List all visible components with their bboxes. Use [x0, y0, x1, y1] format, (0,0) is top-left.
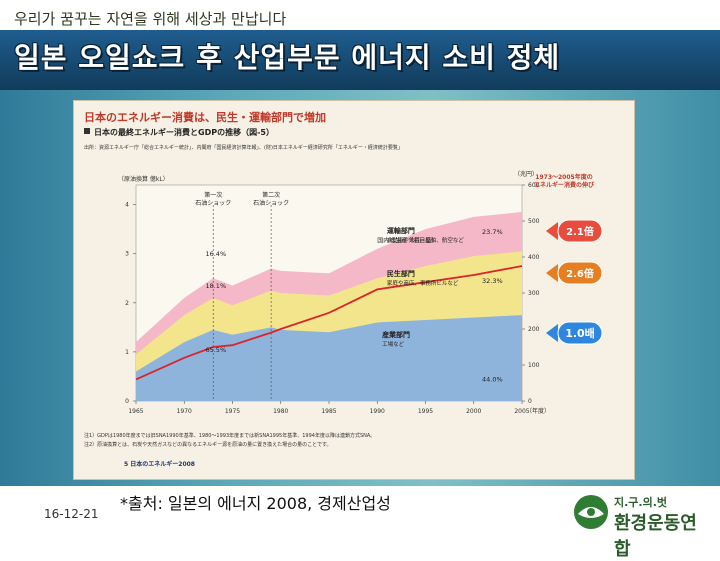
- x-tick-label: 2005: [514, 408, 529, 415]
- oil-shock-label-2: 石油ショック: [253, 199, 289, 207]
- y-left-tick-label: 4: [125, 202, 129, 209]
- growth-badge: [557, 321, 603, 345]
- y-right-label: （兆円）: [514, 170, 538, 178]
- pct-1973-label: 16.4%: [205, 250, 226, 258]
- growth-label: 2.6倍: [566, 267, 594, 280]
- y-left-tick-label: 1: [125, 349, 129, 356]
- chart-figure: 日本のエネルギー消費は、民生・運輸部門で増加 日本の最終エネルギー消費とGDPの…: [73, 100, 635, 480]
- growth-label: 2.1倍: [566, 225, 594, 238]
- growth-badge: [557, 261, 603, 285]
- x-tick-label: 1965: [128, 408, 143, 415]
- growth-arrow: [546, 264, 558, 282]
- pct-1973-label: 18.1%: [205, 282, 226, 290]
- slide-date: 16-12-21: [44, 507, 99, 521]
- series-name-3: 運輸部門: [387, 226, 415, 235]
- y-right-tick-label: 0: [528, 398, 532, 405]
- x-tick-label: 1995: [418, 408, 433, 415]
- y-right-tick-label: 200: [528, 326, 540, 333]
- growth-label: 1.0배: [565, 326, 595, 340]
- logo-line2: 환경운동연합: [614, 513, 697, 560]
- title-bar: 일본 오일쇼크 후 산업부문 에너지 소비 정체: [0, 30, 720, 90]
- org-logo: 지.구.의.벗 환경운동연합: [570, 490, 710, 560]
- gdp-line: [135, 265, 523, 381]
- area-series-1: [136, 315, 522, 401]
- y-left-tick-label: 0: [125, 398, 129, 405]
- growth-arrow: [546, 324, 558, 342]
- chart-source-note: 出所：資源エネルギー庁「総合エネルギー統計」、内閣府「国民経済計算年報」、(財)…: [84, 144, 403, 151]
- x-unit-label: （年度）: [526, 407, 550, 415]
- pct-2005-label: 32.3%: [482, 277, 503, 285]
- y-right-tick-label: 100: [528, 362, 540, 369]
- growth-title: エネルギー消費の伸び: [534, 181, 595, 189]
- x-tick-label: 1990: [370, 408, 385, 415]
- series-sub-3: 自動車や鉄道、船舶、航空など: [387, 236, 465, 244]
- y-left-label: （原油換算 億kL）: [118, 175, 169, 183]
- growth-title: 1973〜2005年度の: [535, 173, 592, 181]
- y-left-tick-label: 2: [125, 300, 129, 307]
- page-footer: 5 日本のエネルギー2008: [124, 460, 195, 468]
- pct-2005-label: 23.7%: [482, 228, 503, 236]
- y-right-tick-label: 400: [528, 254, 540, 261]
- oil-shock-label-1: 第一次: [204, 191, 222, 199]
- oil-shock-label-2: 第二次: [262, 191, 280, 199]
- subtitle-bullet: [84, 128, 90, 134]
- chart-svg: 日本のエネルギー消費は、民生・運輸部門で増加 日本の最終エネルギー消費とGDPの…: [84, 110, 603, 468]
- series-name-1: 産業部門: [382, 330, 410, 339]
- series-name-2: 民生部門: [387, 269, 415, 278]
- pct-1973-label: 65.5%: [205, 346, 226, 354]
- y-right-tick-label: 600: [528, 182, 540, 189]
- gdp-label: 国内総生産（右目盛）: [377, 237, 437, 245]
- tagline: 우리가 꿈꾸는 자연을 위해 세상과 만납니다: [14, 10, 287, 28]
- y-left-tick-label: 3: [125, 251, 129, 258]
- chart-note-1: 注1）GDPは1980年度までは旧SNA1990年基準、1980〜1993年度ま…: [84, 432, 375, 439]
- chart-subtitle: 日本の最終エネルギー消費とGDPの推移（図-5）: [94, 127, 274, 137]
- x-tick-label: 1985: [321, 408, 336, 415]
- series-sub-1: 工場など: [382, 340, 405, 348]
- source-caption: *출처: 일본의 에너지 2008, 경제산업성: [120, 494, 391, 513]
- growth-badge: [557, 219, 603, 243]
- x-tick-label: 1980: [273, 408, 288, 415]
- y-right-tick-label: 500: [528, 218, 540, 225]
- series-sub-2: 家庭や商店、事務所ビルなど: [387, 279, 459, 287]
- pct-2005-label: 44.0%: [482, 375, 503, 383]
- logo-line1: 지.구.의.벗: [614, 496, 668, 509]
- earth-logo-icon: [574, 495, 608, 529]
- x-tick-label: 2000: [466, 408, 481, 415]
- x-tick-label: 1970: [177, 408, 192, 415]
- chart-note-2: 注2）原油換算とは、石炭や天然ガスなどの異なるエネルギー源を原油の量に置き換えた…: [84, 441, 332, 448]
- chart-title: 日本のエネルギー消費は、民生・運輸部門で増加: [84, 110, 326, 124]
- growth-arrow: [546, 222, 558, 240]
- oil-shock-label-1: 石油ショック: [195, 199, 231, 207]
- x-tick-label: 1975: [225, 408, 240, 415]
- slide-title: 일본 오일쇼크 후 산업부문 에너지 소비 정체: [14, 41, 561, 74]
- y-right-tick-label: 300: [528, 290, 540, 297]
